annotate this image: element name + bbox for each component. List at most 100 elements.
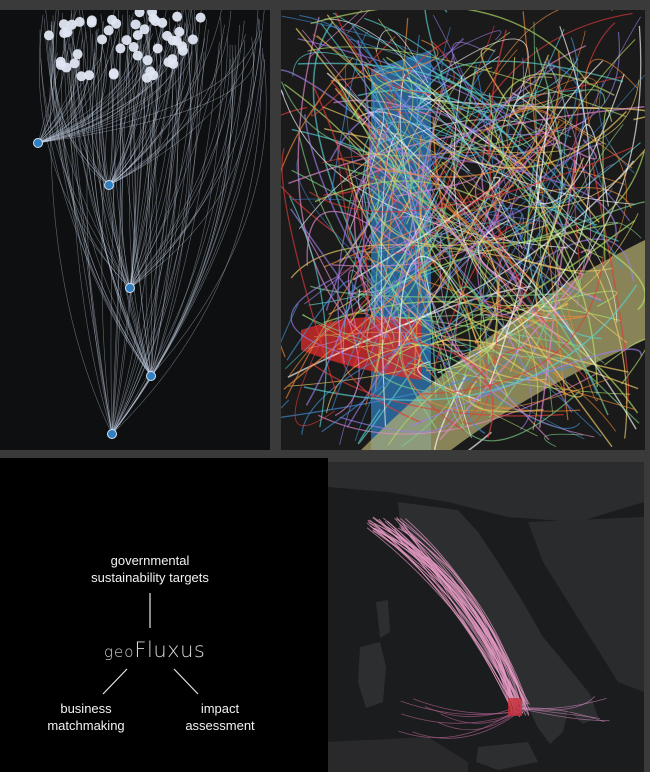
- flow-line: [111, 18, 262, 435]
- flow-line: [108, 59, 167, 186]
- flow-line: [95, 31, 131, 289]
- flow-line: [61, 12, 113, 435]
- colored-flow-line: [604, 338, 645, 385]
- flow-line: [129, 10, 183, 289]
- source-cluster: [43, 10, 206, 83]
- flow-line: [78, 47, 152, 377]
- flow-line: [51, 52, 110, 186]
- colored-flow-line: [426, 207, 498, 372]
- flow-line: [37, 20, 122, 144]
- landmass-balkans: [528, 517, 644, 692]
- colored-flow-line: [352, 176, 501, 281]
- colored-flow-line: [314, 180, 570, 280]
- destination-node: [104, 180, 114, 190]
- flow-line: [70, 43, 131, 289]
- flow-line: [37, 47, 77, 144]
- colored-flow-line: [285, 99, 551, 399]
- pink-flow-line: [517, 707, 610, 722]
- colored-flow-line: [360, 66, 556, 280]
- connector-left: [102, 668, 128, 695]
- flow-line: [77, 39, 110, 186]
- flow-line: [111, 10, 259, 435]
- destination-node: [33, 138, 43, 148]
- geofluxus-diagram: governmental sustainability targets geoF…: [0, 458, 328, 772]
- flow-line: [37, 33, 154, 144]
- pink-flow-line: [400, 700, 515, 715]
- flow-line: [50, 21, 131, 289]
- colored-flow-line: [297, 16, 372, 343]
- colored-flow-line: [419, 31, 511, 427]
- flow-line: [129, 36, 262, 289]
- flow-line: [37, 26, 176, 144]
- flow-line: [51, 22, 110, 186]
- colored-flow-line: [366, 242, 428, 392]
- flow-line: [138, 42, 152, 377]
- flow-line: [111, 44, 234, 435]
- flow-line: [37, 10, 89, 144]
- flow-line: [150, 41, 220, 377]
- colored-flow-line: [425, 40, 455, 96]
- source-node: [111, 18, 122, 29]
- pink-flow-line: [384, 520, 520, 715]
- flow-network-svg: [33, 10, 267, 439]
- colored-flow-line: [335, 141, 574, 353]
- colored-flow-line: [312, 33, 567, 397]
- landmass-sardinia: [358, 642, 386, 708]
- impact-assessment-label: impact assessment: [185, 701, 255, 733]
- flow-line: [111, 10, 202, 435]
- colored-flow-line: [506, 108, 633, 174]
- colored-flow-line: [408, 310, 581, 412]
- colored-flow-line: [424, 10, 466, 144]
- colored-flow-line: [538, 159, 577, 428]
- colored-flow-line: [506, 290, 618, 314]
- flow-line: [129, 33, 169, 289]
- source-node: [187, 34, 198, 45]
- colored-flow-line: [535, 47, 563, 156]
- colored-flow-line: [523, 39, 636, 247]
- destination-node: [125, 283, 135, 293]
- colored-flow-line: [324, 18, 523, 250]
- colored-flow-line: [363, 336, 494, 438]
- colored-flow-line: [338, 51, 561, 178]
- flow-line: [72, 18, 110, 186]
- colored-flow-line: [439, 249, 592, 441]
- colored-flow-line: [535, 157, 585, 312]
- pink-flow-line: [517, 698, 607, 710]
- colored-flow-line: [283, 120, 560, 390]
- flow-line: [108, 30, 261, 186]
- colored-flow-line: [364, 17, 596, 227]
- colored-flow-line: [489, 90, 550, 385]
- colored-flow-line: [365, 61, 528, 349]
- colored-flow-line: [407, 110, 636, 205]
- colored-flow-line: [300, 226, 360, 417]
- colored-flow-line: [310, 285, 563, 298]
- flow-line: [61, 19, 152, 377]
- source-node: [72, 49, 83, 60]
- flow-line: [111, 10, 265, 435]
- colored-flow-line: [392, 53, 455, 322]
- colored-flow-line: [396, 175, 477, 197]
- flow-line: [37, 19, 260, 144]
- colored-flow-line: [454, 120, 587, 355]
- geofluxus-logo: geoFluxus: [104, 638, 224, 662]
- flow-line: [111, 52, 205, 435]
- destination-node: [146, 371, 156, 381]
- flow-line: [111, 57, 234, 435]
- flow-line: [37, 57, 102, 144]
- flow-line: [129, 56, 245, 289]
- flow-line: [37, 26, 77, 144]
- governmental-targets-label: governmental sustainability targets: [91, 553, 209, 585]
- flow-line: [111, 53, 263, 435]
- colored-flow-line: [296, 158, 502, 374]
- colored-flow-line: [330, 39, 439, 82]
- flow-line: [127, 10, 152, 377]
- colored-flow-line: [377, 79, 640, 154]
- colored-flow-line: [329, 30, 370, 203]
- colored-flow-line: [357, 358, 422, 445]
- source-node: [66, 19, 77, 30]
- colored-flow-line: [341, 18, 414, 183]
- colored-flow-line: [382, 57, 619, 242]
- source-node: [174, 26, 185, 37]
- landmass-europe: [328, 462, 644, 522]
- flow-line: [101, 30, 116, 435]
